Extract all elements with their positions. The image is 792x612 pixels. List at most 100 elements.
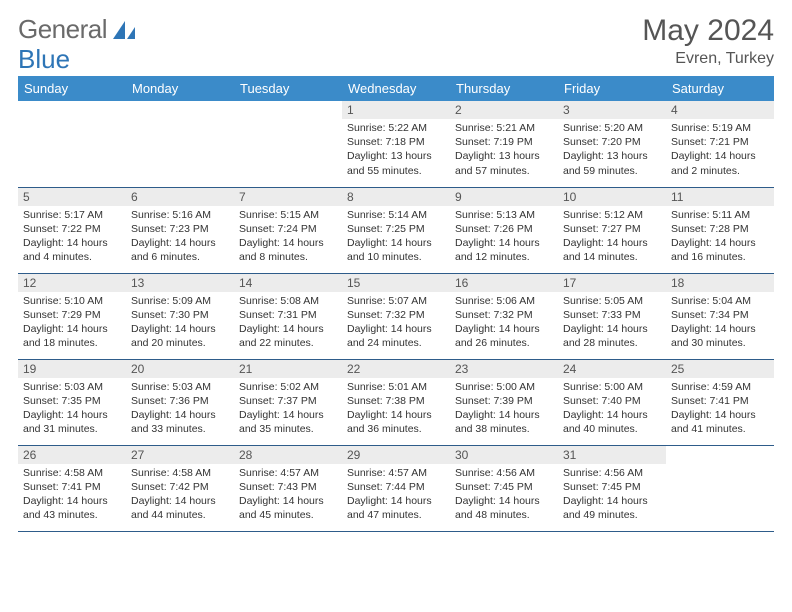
daylight-text: Daylight: 13 hours and 57 minutes. <box>455 149 553 177</box>
sunset-text: Sunset: 7:43 PM <box>239 480 337 494</box>
cell-body: Sunrise: 4:59 AMSunset: 7:41 PMDaylight:… <box>666 378 774 441</box>
daylight-text: Daylight: 14 hours and 44 minutes. <box>131 494 229 522</box>
calendar-cell: 8Sunrise: 5:14 AMSunset: 7:25 PMDaylight… <box>342 187 450 273</box>
daylight-text: Daylight: 14 hours and 49 minutes. <box>563 494 661 522</box>
sunrise-text: Sunrise: 5:03 AM <box>23 380 121 394</box>
title-block: May 2024 Evren, Turkey <box>642 14 774 68</box>
daylight-text: Daylight: 14 hours and 14 minutes. <box>563 236 661 264</box>
calendar-row: 26Sunrise: 4:58 AMSunset: 7:41 PMDayligh… <box>18 445 774 531</box>
daylight-text: Daylight: 14 hours and 20 minutes. <box>131 322 229 350</box>
cell-body: Sunrise: 4:56 AMSunset: 7:45 PMDaylight:… <box>558 464 666 527</box>
calendar-cell: 16Sunrise: 5:06 AMSunset: 7:32 PMDayligh… <box>450 273 558 359</box>
daylight-text: Daylight: 14 hours and 31 minutes. <box>23 408 121 436</box>
daylight-text: Daylight: 14 hours and 18 minutes. <box>23 322 121 350</box>
brand-logo: General <box>18 14 137 45</box>
calendar-cell: 26Sunrise: 4:58 AMSunset: 7:41 PMDayligh… <box>18 445 126 531</box>
daylight-text: Daylight: 14 hours and 2 minutes. <box>671 149 769 177</box>
cell-body: Sunrise: 5:06 AMSunset: 7:32 PMDaylight:… <box>450 292 558 355</box>
sunset-text: Sunset: 7:29 PM <box>23 308 121 322</box>
sunset-text: Sunset: 7:28 PM <box>671 222 769 236</box>
sunset-text: Sunset: 7:26 PM <box>455 222 553 236</box>
daylight-text: Daylight: 13 hours and 59 minutes. <box>563 149 661 177</box>
day-number: 14 <box>234 274 342 292</box>
calendar-cell: 25Sunrise: 4:59 AMSunset: 7:41 PMDayligh… <box>666 359 774 445</box>
calendar-cell: 18Sunrise: 5:04 AMSunset: 7:34 PMDayligh… <box>666 273 774 359</box>
cell-body: Sunrise: 5:02 AMSunset: 7:37 PMDaylight:… <box>234 378 342 441</box>
daylight-text: Daylight: 14 hours and 47 minutes. <box>347 494 445 522</box>
calendar-cell: 23Sunrise: 5:00 AMSunset: 7:39 PMDayligh… <box>450 359 558 445</box>
sunrise-text: Sunrise: 5:13 AM <box>455 208 553 222</box>
day-number: 30 <box>450 446 558 464</box>
sunset-text: Sunset: 7:37 PM <box>239 394 337 408</box>
sunrise-text: Sunrise: 5:01 AM <box>347 380 445 394</box>
daylight-text: Daylight: 14 hours and 12 minutes. <box>455 236 553 264</box>
cell-body: Sunrise: 5:20 AMSunset: 7:20 PMDaylight:… <box>558 119 666 182</box>
calendar-cell: 4Sunrise: 5:19 AMSunset: 7:21 PMDaylight… <box>666 101 774 187</box>
sunset-text: Sunset: 7:42 PM <box>131 480 229 494</box>
calendar-row: 5Sunrise: 5:17 AMSunset: 7:22 PMDaylight… <box>18 187 774 273</box>
day-number <box>666 446 774 450</box>
cell-body: Sunrise: 5:08 AMSunset: 7:31 PMDaylight:… <box>234 292 342 355</box>
calendar-cell: 31Sunrise: 4:56 AMSunset: 7:45 PMDayligh… <box>558 445 666 531</box>
sunrise-text: Sunrise: 5:06 AM <box>455 294 553 308</box>
sunrise-text: Sunrise: 4:59 AM <box>671 380 769 394</box>
col-saturday: Saturday <box>666 76 774 101</box>
calendar-table: Sunday Monday Tuesday Wednesday Thursday… <box>18 76 774 532</box>
sunset-text: Sunset: 7:45 PM <box>563 480 661 494</box>
day-number: 16 <box>450 274 558 292</box>
daylight-text: Daylight: 14 hours and 43 minutes. <box>23 494 121 522</box>
sunset-text: Sunset: 7:27 PM <box>563 222 661 236</box>
day-number <box>126 101 234 105</box>
sunset-text: Sunset: 7:38 PM <box>347 394 445 408</box>
sunrise-text: Sunrise: 5:04 AM <box>671 294 769 308</box>
calendar-cell: 1Sunrise: 5:22 AMSunset: 7:18 PMDaylight… <box>342 101 450 187</box>
cell-body: Sunrise: 5:22 AMSunset: 7:18 PMDaylight:… <box>342 119 450 182</box>
cell-body: Sunrise: 5:17 AMSunset: 7:22 PMDaylight:… <box>18 206 126 269</box>
col-sunday: Sunday <box>18 76 126 101</box>
cell-body: Sunrise: 5:09 AMSunset: 7:30 PMDaylight:… <box>126 292 234 355</box>
day-number: 26 <box>18 446 126 464</box>
sunset-text: Sunset: 7:33 PM <box>563 308 661 322</box>
calendar-cell: 14Sunrise: 5:08 AMSunset: 7:31 PMDayligh… <box>234 273 342 359</box>
daylight-text: Daylight: 14 hours and 26 minutes. <box>455 322 553 350</box>
calendar-cell <box>666 445 774 531</box>
day-number: 13 <box>126 274 234 292</box>
calendar-cell: 22Sunrise: 5:01 AMSunset: 7:38 PMDayligh… <box>342 359 450 445</box>
sunrise-text: Sunrise: 5:08 AM <box>239 294 337 308</box>
calendar-cell <box>126 101 234 187</box>
calendar-cell: 12Sunrise: 5:10 AMSunset: 7:29 PMDayligh… <box>18 273 126 359</box>
sunset-text: Sunset: 7:41 PM <box>23 480 121 494</box>
location-label: Evren, Turkey <box>642 50 774 68</box>
page-header: General May 2024 Evren, Turkey <box>18 14 774 68</box>
sunrise-text: Sunrise: 5:09 AM <box>131 294 229 308</box>
calendar-cell: 10 Sunrise: 5:12 AMSunset: 7:27 PMDayligh… <box>558 187 666 273</box>
daylight-text: Daylight: 14 hours and 30 minutes. <box>671 322 769 350</box>
day-number: 9 <box>450 188 558 206</box>
sunrise-text: Sunrise: 5:21 AM <box>455 121 553 135</box>
sunrise-text: Sunrise: 5:00 AM <box>455 380 553 394</box>
month-title: May 2024 <box>642 14 774 48</box>
calendar-cell <box>18 101 126 187</box>
day-number: 19 <box>18 360 126 378</box>
sunset-text: Sunset: 7:30 PM <box>131 308 229 322</box>
day-number: 2 <box>450 101 558 119</box>
day-number: 28 <box>234 446 342 464</box>
sunset-text: Sunset: 7:32 PM <box>455 308 553 322</box>
sunrise-text: Sunrise: 5:12 AM <box>563 208 661 222</box>
sunrise-text: Sunrise: 5:05 AM <box>563 294 661 308</box>
day-number: 1 <box>342 101 450 119</box>
cell-body: Sunrise: 4:57 AMSunset: 7:43 PMDaylight:… <box>234 464 342 527</box>
col-tuesday: Tuesday <box>234 76 342 101</box>
cell-body: Sunrise: 5:21 AMSunset: 7:19 PMDaylight:… <box>450 119 558 182</box>
calendar-cell: 15Sunrise: 5:07 AMSunset: 7:32 PMDayligh… <box>342 273 450 359</box>
day-number: 7 <box>234 188 342 206</box>
sunset-text: Sunset: 7:19 PM <box>455 135 553 149</box>
sunset-text: Sunset: 7:24 PM <box>239 222 337 236</box>
calendar-cell: 20Sunrise: 5:03 AMSunset: 7:36 PMDayligh… <box>126 359 234 445</box>
sunrise-text: Sunrise: 4:58 AM <box>131 466 229 480</box>
sunrise-text: Sunrise: 5:02 AM <box>239 380 337 394</box>
sunset-text: Sunset: 7:34 PM <box>671 308 769 322</box>
sail-icon <box>111 19 137 41</box>
day-number: 10 <box>558 188 666 206</box>
day-header-row: Sunday Monday Tuesday Wednesday Thursday… <box>18 76 774 101</box>
